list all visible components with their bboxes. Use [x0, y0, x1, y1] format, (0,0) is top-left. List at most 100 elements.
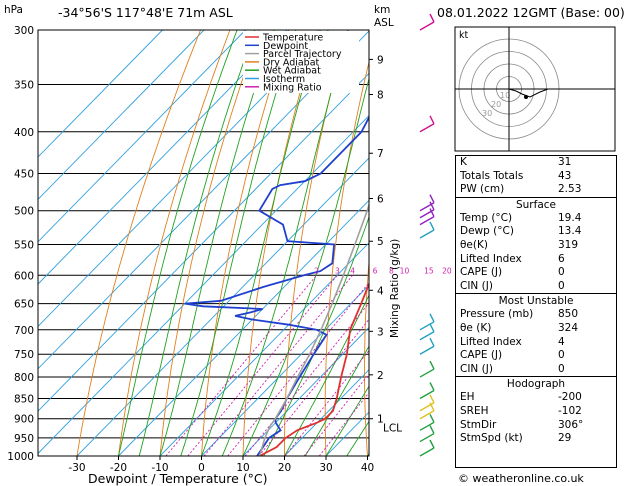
- index-row: PW (cm) 2.53: [456, 183, 616, 197]
- hodo-value: -200: [558, 391, 582, 404]
- km-label: 5: [377, 236, 384, 248]
- unstable-label: θe (K): [460, 321, 492, 334]
- hodo-value: 29: [558, 432, 572, 445]
- unstable-row: Pressure (mb) 850: [456, 308, 616, 322]
- x-tick-label: 10: [236, 462, 249, 474]
- indices-panel: K 31 Totals Totals 43 PW (cm) 2.53 Surface Te…: [455, 155, 617, 468]
- isotherm-line: [38, 30, 205, 201]
- unstable-label: Lifted Index: [460, 335, 522, 348]
- legend-label: Isotherm: [263, 74, 305, 85]
- mixing-ratio-label: 20: [442, 266, 452, 275]
- mixing-ratio-line: [227, 281, 369, 456]
- hodo-row: SREH -102: [456, 405, 616, 419]
- wind-barb: [419, 421, 435, 431]
- unstable-row: CAPE (J) 0: [456, 349, 616, 363]
- wind-barb-flag: [429, 201, 435, 211]
- pressure-tick-label: 850: [14, 393, 34, 405]
- mixing-ratio-line: [258, 318, 369, 456]
- lcl-label: LCL: [383, 422, 402, 434]
- wind-barbs: [419, 13, 435, 457]
- surface-value: 0: [558, 266, 565, 279]
- hodo-value: -102: [558, 404, 582, 417]
- location-title: -34°56'S 117°48'E 71m ASL: [58, 5, 233, 20]
- dry-adiabat: [364, 256, 369, 456]
- wet-adiabat: [159, 30, 275, 456]
- wind-barb-flag: [429, 360, 435, 370]
- wind-barb: [419, 447, 435, 457]
- isotherm-line: [38, 30, 288, 285]
- km-label: 8: [377, 90, 384, 102]
- surface-row: Temp (°C) 19.4: [456, 212, 616, 226]
- surface-value: 319: [558, 238, 579, 251]
- x-tick-label: 40: [361, 462, 374, 474]
- wet-adiabat: [201, 30, 321, 456]
- hodo-label: EH: [460, 391, 475, 404]
- legend-label: Mixing Ratio: [263, 82, 322, 93]
- surface-label: CAPE (J): [460, 266, 503, 279]
- most-unstable-section: Most Unstable Pressure (mb) 850 θe (K) 324 L…: [456, 293, 616, 376]
- pressure-tick-label: 800: [14, 372, 34, 384]
- wind-barb-flag: [429, 402, 435, 412]
- index-value: 31: [558, 156, 572, 168]
- series-dewpoint: [184, 115, 369, 456]
- wind-barb-flag: [429, 323, 435, 333]
- wind-barb-flag: [429, 194, 435, 204]
- axis-layer: 3003504004505005506006507007508008509009…: [7, 25, 466, 474]
- wet-adiabat: [180, 30, 297, 456]
- dry-adiabat: [118, 30, 231, 456]
- wind-barb: [419, 216, 435, 226]
- isotherm-line: [201, 284, 369, 456]
- wind-barb: [419, 331, 435, 341]
- mixing-ratio-line: [187, 274, 338, 456]
- hodo-label: StmDir: [460, 418, 497, 431]
- km-label: 2: [377, 370, 384, 382]
- unstable-value: 850: [558, 308, 579, 321]
- isotherm-line: [38, 30, 163, 158]
- wet-adiabat: [118, 30, 238, 456]
- wind-barb: [419, 368, 435, 378]
- unstable-value: 0: [558, 349, 565, 362]
- pressure-tick-label: 950: [14, 433, 34, 445]
- surface-label: θe(K): [460, 238, 488, 251]
- surface-label: CIN (J): [460, 279, 493, 292]
- mixing-ratio-line: [244, 302, 369, 456]
- pressure-tick-label: 650: [14, 299, 34, 311]
- wind-barb-flag: [429, 313, 435, 323]
- km-label: 6: [377, 194, 384, 206]
- unstable-label: CAPE (J): [460, 349, 503, 362]
- series-parcel-trajectory: [258, 202, 369, 456]
- index-value: 43: [558, 169, 572, 182]
- unstable-row: θe (K) 324: [456, 322, 616, 336]
- isotherm-line: [118, 199, 369, 456]
- wind-barb: [419, 345, 435, 355]
- isotherm-line: [38, 30, 329, 328]
- legend-label: Dry Adiabat: [263, 57, 320, 68]
- pressure-tick-label: 900: [14, 414, 34, 426]
- wind-barb: [419, 410, 435, 420]
- surface-label: Dewp (°C): [460, 225, 514, 238]
- isotherm-line: [242, 326, 369, 456]
- wind-barb: [419, 321, 435, 331]
- hodo-value: 306°: [558, 418, 584, 431]
- hodograph-ring-label: 30: [482, 109, 492, 118]
- wind-barb: [419, 229, 435, 239]
- surface-section: Surface Temp (°C) 19.4 Dewp (°C) 13.4 θe(K) 3…: [456, 196, 616, 294]
- wind-barb-flag: [429, 221, 435, 231]
- hodo-row: StmSpd (kt) 29: [456, 432, 616, 446]
- x-tick-label: -30: [68, 462, 85, 474]
- unstable-value: 0: [558, 362, 565, 375]
- index-label: K: [460, 156, 467, 168]
- index-value: 2.53: [558, 183, 582, 196]
- mixing-ratio-line: [165, 274, 317, 456]
- plot-frame: [37, 29, 370, 457]
- surface-label: Lifted Index: [460, 252, 522, 265]
- wind-barb-flag: [429, 425, 435, 434]
- mixing-ratio-label: 2: [314, 266, 319, 275]
- wind-barb: [419, 432, 435, 443]
- datetime-title: 08.01.2022 12GMT (Base: 00): [437, 5, 625, 20]
- surface-value: 6: [558, 252, 565, 265]
- hodo-row: EH -200: [456, 391, 616, 405]
- wind-barb-flag: [429, 394, 435, 404]
